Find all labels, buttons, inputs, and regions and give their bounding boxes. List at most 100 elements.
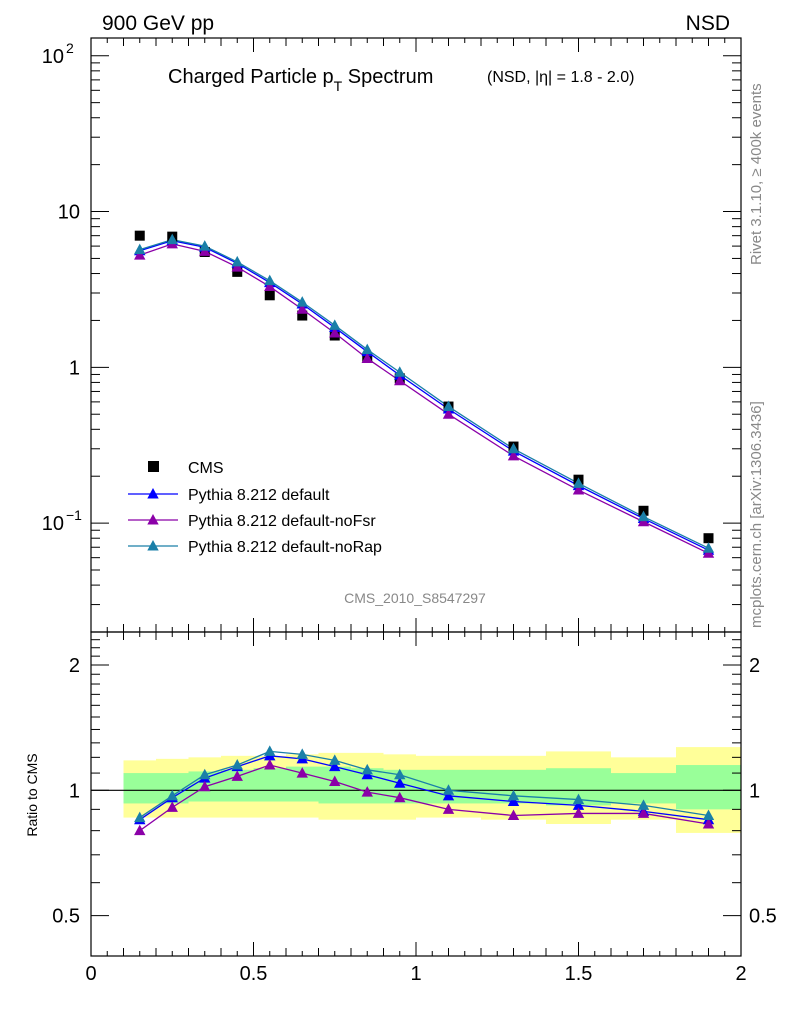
ratio-series-line: [139, 750, 709, 819]
ratio-mc-point: [442, 789, 455, 801]
ratio-mc-point: [329, 775, 341, 786]
ratio-mc-point: [394, 777, 406, 788]
ratio-uncertainty-bands: [123, 747, 741, 833]
legend-label: CMS: [188, 460, 224, 477]
main-mc-point: [264, 274, 276, 286]
ratio-mc-point: [231, 770, 243, 781]
main-mc-point: [166, 233, 178, 245]
ratio-mc-point: [199, 780, 211, 792]
chart-title: Charged Particle pT Spectrum: [168, 66, 433, 94]
legend-marker-square: [148, 461, 159, 472]
ratio-band-inner: [676, 765, 741, 810]
main-mc-point: [361, 343, 373, 355]
main-mc-point: [329, 319, 341, 330]
ratio-mc-point: [572, 807, 585, 818]
legend-marker-triangle: [147, 540, 159, 551]
chart-subtitle: (NSD, |η| = 1.8 - 2.0): [487, 69, 634, 86]
ratio-mc-point: [296, 767, 308, 778]
main-mc-point: [507, 449, 520, 461]
ratio-mc-point: [134, 824, 146, 836]
series-markers: [134, 230, 715, 836]
legend-label: Pythia 8.212 default-noRap: [188, 539, 382, 556]
ratio-y-tick-label-right: 0.5: [749, 906, 777, 928]
main-data-point: [703, 533, 714, 544]
ratio-mc-point: [637, 799, 650, 810]
ratio-mc-point: [329, 760, 341, 772]
series-lines: [139, 238, 709, 832]
ratio-y-tick-label-right: 2: [749, 655, 760, 677]
ratio-y-tick-label: 1: [69, 780, 80, 802]
main-mc-point: [296, 296, 308, 307]
analysis-watermark: CMS_2010_S8547297: [344, 590, 486, 606]
main-mc-point: [361, 352, 373, 363]
ratio-mc-point: [361, 786, 373, 797]
side-label-rivet: Rivet 3.1.10, ≥ 400k events: [748, 83, 765, 265]
ratio-mc-point: [702, 809, 715, 820]
side-label-mcplots: mcplots.cern.ch [arXiv:1306.3436]: [748, 401, 765, 628]
main-mc-point: [637, 510, 650, 522]
main-mc-point: [442, 408, 455, 419]
ratio-plot-frame: [90, 631, 742, 957]
ratio-band-inner: [123, 773, 156, 804]
main-mc-point: [199, 240, 211, 251]
ratio-mc-point: [296, 748, 308, 759]
ratio-band-inner: [253, 768, 286, 802]
ratio-band-inner: [611, 773, 676, 804]
header-right: NSD: [686, 12, 730, 35]
main-mc-point: [329, 327, 341, 338]
main-mc-point: [199, 245, 211, 256]
ratio-mc-point: [329, 754, 341, 765]
ratio-mc-point: [572, 799, 585, 810]
x-tick-label: 1.5: [565, 963, 593, 985]
main-y-tick-exponent: −1: [66, 507, 82, 523]
main-data-point: [297, 310, 308, 321]
ratio-mc-point: [264, 759, 276, 770]
main-mc-point: [134, 249, 146, 260]
main-series-line: [139, 238, 709, 549]
main-y-tick-label: 10: [58, 202, 80, 224]
ratio-mc-point: [394, 791, 406, 803]
x-tick-label: 0: [85, 963, 96, 985]
ratio-y-tick-label: 2: [69, 655, 80, 677]
legend-marker-triangle: [147, 488, 159, 499]
main-mc-point: [507, 442, 520, 454]
ratio-mc-point: [264, 745, 276, 756]
main-y-tick-label: 10: [42, 46, 64, 68]
main-mc-point: [394, 366, 406, 377]
ratio-mc-point: [702, 818, 715, 829]
main-mc-point: [231, 255, 243, 267]
legend-label: Pythia 8.212 default: [188, 487, 330, 504]
ratio-mc-point: [166, 801, 178, 812]
ratio-mc-point: [637, 807, 650, 818]
chart-title-subscript: T: [334, 78, 343, 94]
ratio-mc-point: [361, 763, 373, 775]
main-series-line: [139, 240, 709, 551]
ratio-mc-point: [442, 803, 455, 814]
header-left: 900 GeV pp: [102, 12, 214, 35]
ratio-mc-point: [507, 809, 520, 820]
main-series-line: [139, 243, 709, 554]
ratio-mc-point: [507, 795, 520, 806]
ratio-series-line: [139, 764, 709, 832]
ratio-series-line: [139, 755, 709, 821]
ratio-y-tick-label: 0.5: [52, 906, 80, 928]
ratio-mc-point: [231, 759, 243, 770]
main-y-tick-label: 1: [69, 357, 80, 379]
ratio-mc-point: [134, 811, 146, 823]
x-tick-label: 2: [735, 963, 746, 985]
ratio-mc-point: [442, 784, 455, 795]
main-mc-point: [394, 374, 406, 386]
main-mc-point: [572, 484, 585, 495]
main-mc-point: [134, 243, 146, 255]
main-data-point: [264, 290, 275, 301]
main-data-point: [134, 230, 145, 241]
main-mc-point: [296, 303, 308, 314]
main-data-point: [232, 266, 243, 277]
x-tick-label: 0.5: [240, 963, 268, 985]
ratio-y-tick-label-right: 1: [749, 780, 760, 802]
main-y-tick-exponent: 2: [66, 40, 74, 56]
main-y-tick-label: 10: [42, 513, 64, 535]
main-mc-point: [264, 280, 276, 292]
